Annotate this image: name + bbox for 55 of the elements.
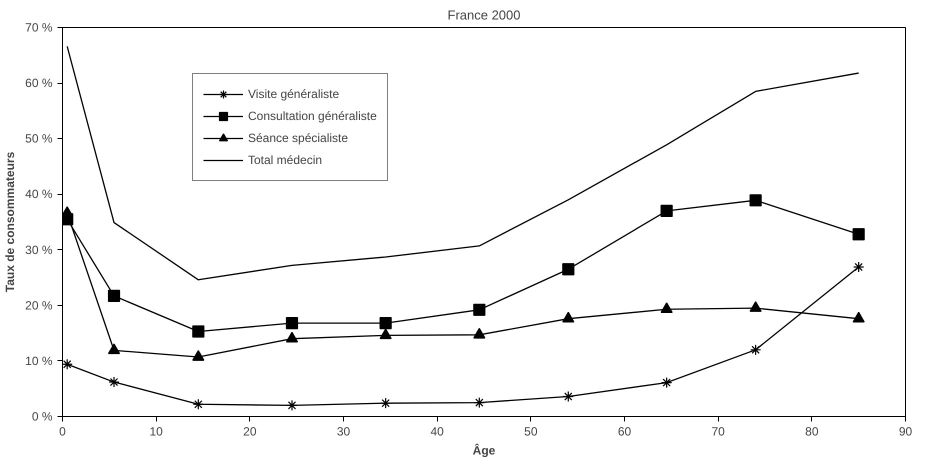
- x-tick-label: 90: [898, 424, 912, 438]
- x-axis-title: Âge: [472, 444, 496, 458]
- point: [474, 397, 485, 408]
- point: [661, 377, 672, 388]
- y-tick-label: 60 %: [25, 76, 53, 90]
- point: [852, 312, 865, 322]
- point: [286, 332, 298, 342]
- point: [853, 261, 864, 273]
- point: [62, 358, 73, 370]
- point: [660, 204, 673, 217]
- x-tick-label: 30: [336, 424, 350, 438]
- chart-title: France 2000: [448, 8, 521, 22]
- point: [562, 312, 574, 322]
- point: [473, 328, 486, 339]
- point: [380, 328, 392, 340]
- point: [660, 302, 673, 314]
- y-tick-label: 70 %: [25, 20, 53, 34]
- point: [750, 344, 762, 356]
- y-tick-label: 50 %: [25, 132, 53, 146]
- x-tick-label: 0: [59, 424, 66, 438]
- point: [62, 206, 74, 217]
- y-tick-label: 40 %: [25, 187, 53, 202]
- point: [562, 263, 574, 276]
- point: [380, 317, 392, 330]
- y-tick-label: 30 %: [25, 242, 53, 257]
- legend-label: Séance spécialiste: [248, 131, 348, 145]
- point: [192, 398, 204, 410]
- point: [108, 376, 120, 388]
- point: [108, 343, 120, 354]
- point: [380, 398, 392, 409]
- y-tick-label: 0 %: [32, 410, 53, 424]
- x-tick-label: 60: [618, 424, 632, 438]
- point: [192, 350, 204, 361]
- point: [192, 325, 204, 338]
- legend-label: Consultation généraliste: [248, 109, 377, 123]
- point: [852, 228, 865, 240]
- point: [286, 400, 298, 411]
- point: [750, 301, 762, 312]
- x-tick-label: 10: [149, 424, 164, 438]
- x-tick-label: 20: [243, 424, 257, 438]
- point: [108, 290, 120, 302]
- x-tick-label: 50: [524, 424, 538, 438]
- point: [286, 317, 298, 330]
- point: [562, 390, 574, 402]
- x-tick-label: 40: [430, 424, 444, 438]
- y-tick-label: 20 %: [25, 298, 53, 312]
- point: [750, 194, 762, 206]
- x-tick-label: 80: [805, 424, 819, 438]
- y-axis-title: Taux de consommateurs: [3, 151, 18, 292]
- y-tick-label: 10 %: [25, 354, 53, 368]
- point: [473, 304, 486, 316]
- legend-label: Visite généraliste: [248, 87, 340, 101]
- legend-label: Total médecin: [248, 153, 322, 167]
- x-tick-label: 70: [711, 424, 726, 438]
- line-series: [66, 46, 860, 280]
